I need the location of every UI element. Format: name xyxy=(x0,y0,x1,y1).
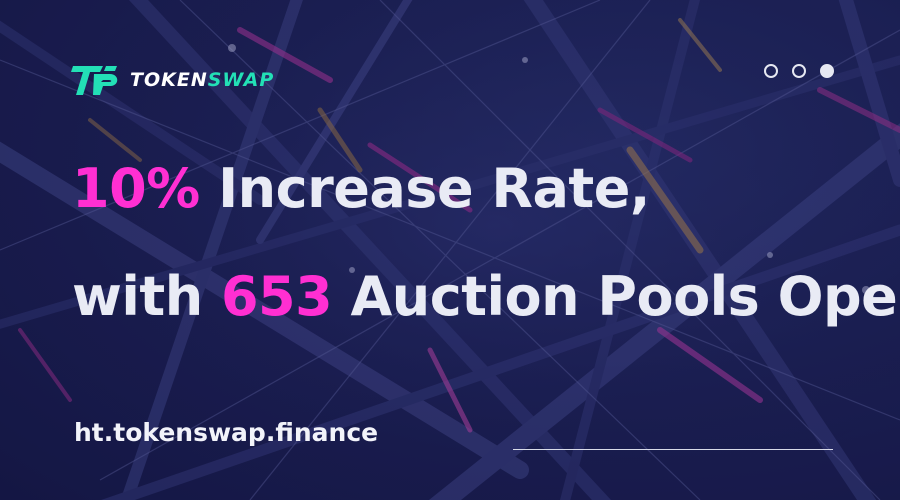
brand-wordmark: TOKENSWAP xyxy=(130,69,274,91)
headline-pool-count: 653 xyxy=(220,265,333,328)
carousel-dot-1[interactable] xyxy=(764,64,778,78)
headline-rate-value: 10% xyxy=(72,157,200,220)
tokenswap-logo-icon xyxy=(71,66,118,95)
brand-wordmark-part2: SWAP xyxy=(207,69,275,91)
headline-line-2-lead: with xyxy=(72,265,221,328)
headline-line-2: with 653 Auction Pools Open! xyxy=(72,270,900,324)
website-link[interactable]: ht.tokenswap.finance xyxy=(74,418,379,447)
carousel-dot-2[interactable] xyxy=(792,64,806,78)
brand-logo[interactable]: TOKENSWAP xyxy=(70,62,274,98)
carousel-pagination xyxy=(764,64,834,78)
headline-line-2-text: Auction Pools Open! xyxy=(332,265,900,328)
carousel-dot-3-active[interactable] xyxy=(820,64,834,78)
brand-wordmark-part1: TOKEN xyxy=(130,69,208,91)
headline-line-1-text: Increase Rate, xyxy=(199,157,650,220)
headline-line-1: 10% Increase Rate, xyxy=(72,162,872,216)
footer-divider xyxy=(513,449,833,450)
